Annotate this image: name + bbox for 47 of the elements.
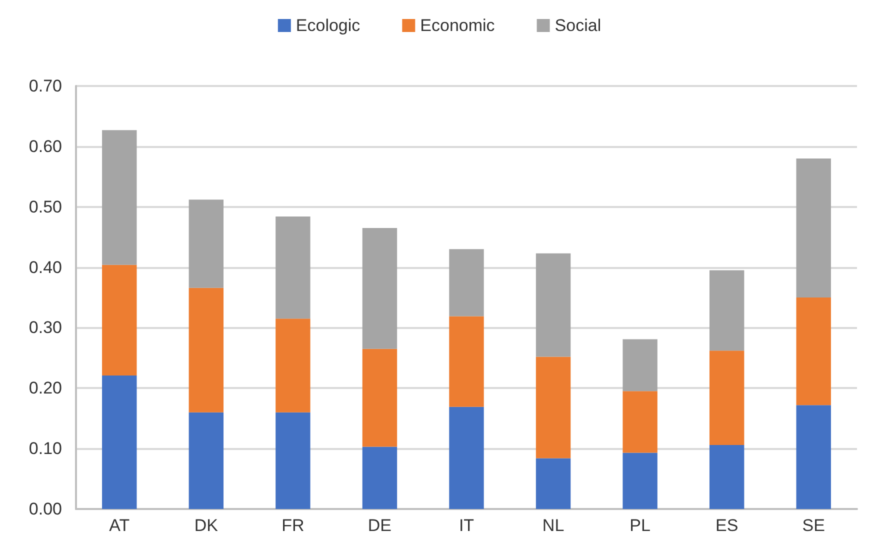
x-tick-label: NL bbox=[542, 516, 564, 535]
x-tick-label: DK bbox=[194, 516, 219, 535]
bar bbox=[622, 391, 658, 453]
bar bbox=[188, 200, 224, 288]
bar bbox=[362, 446, 398, 509]
legend-label: Social bbox=[554, 16, 602, 35]
bar bbox=[796, 298, 831, 406]
bar bbox=[276, 412, 310, 509]
x-tick-label: FR bbox=[282, 516, 304, 535]
bar bbox=[536, 458, 571, 509]
bar bbox=[449, 406, 484, 509]
x-tick-label: AT bbox=[109, 516, 130, 535]
bar bbox=[362, 228, 398, 349]
bar bbox=[362, 348, 398, 447]
bar bbox=[709, 270, 744, 351]
x-tick-label: SE bbox=[802, 516, 825, 535]
y-tick-label: 0.00 bbox=[28, 500, 62, 518]
x-tick-label: PL bbox=[630, 516, 650, 535]
y-tick-label: 0.40 bbox=[28, 258, 62, 277]
bar bbox=[709, 350, 744, 445]
bar bbox=[536, 253, 571, 357]
bar bbox=[709, 444, 744, 509]
x-tick-label: ES bbox=[715, 516, 738, 535]
y-tick-label: 0.20 bbox=[28, 378, 62, 398]
y-tick-label: 0.70 bbox=[28, 76, 62, 96]
bar bbox=[102, 264, 137, 376]
bar bbox=[188, 412, 224, 509]
bar bbox=[276, 318, 310, 412]
y-tick-label: 0.60 bbox=[28, 136, 62, 156]
y-tick-label: 0.10 bbox=[28, 439, 62, 458]
y-tick-label: 0.30 bbox=[28, 318, 62, 338]
bar bbox=[796, 405, 831, 509]
bar bbox=[622, 339, 658, 392]
bar bbox=[449, 249, 484, 316]
legend-label: Ecologic bbox=[296, 16, 361, 35]
bar bbox=[188, 288, 224, 412]
x-tick-label: IT bbox=[458, 516, 474, 535]
legend-label: Economic bbox=[420, 16, 496, 35]
bar bbox=[536, 356, 571, 458]
y-tick-label: 0.50 bbox=[28, 197, 62, 216]
bar bbox=[102, 130, 137, 265]
bar bbox=[622, 452, 658, 509]
bar bbox=[449, 316, 484, 407]
bar bbox=[796, 158, 831, 298]
bar bbox=[276, 216, 310, 319]
bar bbox=[102, 375, 137, 509]
x-tick-label: DE bbox=[368, 516, 392, 535]
